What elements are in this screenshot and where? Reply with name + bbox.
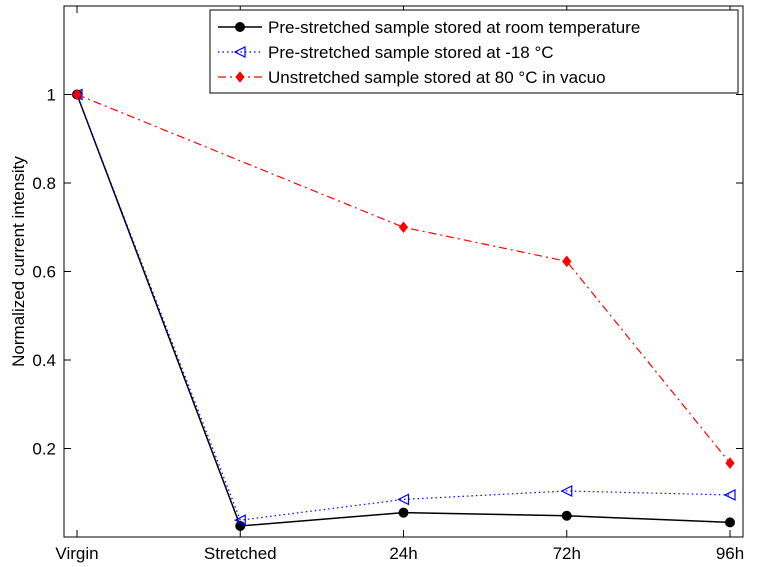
x-tick-label: Stretched — [204, 544, 277, 563]
data-point — [723, 488, 736, 501]
series-3 — [72, 88, 735, 469]
data-point — [725, 517, 735, 528]
data-point — [233, 514, 246, 527]
y-tick-label: 0.2 — [32, 440, 56, 459]
data-point — [561, 510, 572, 521]
legend: Pre-stretched sample stored at room temp… — [209, 9, 739, 94]
data-point — [725, 457, 735, 469]
y-tick-label: 1 — [47, 86, 56, 105]
legend-entry: Pre-stretched sample stored at -18 °C — [218, 43, 554, 62]
legend-marker — [235, 22, 245, 32]
y-axis-title: Normalized current intensity — [9, 156, 28, 367]
data-point — [562, 255, 572, 268]
legend-marker — [233, 46, 246, 58]
data-point — [72, 88, 82, 101]
data-point — [560, 485, 573, 497]
data-point — [398, 221, 409, 234]
x-tick-label: 72h — [553, 544, 581, 563]
data-point — [397, 493, 410, 506]
x-tick-label: Virgin — [55, 544, 98, 563]
ticks-layer: Virgin Stretched 24h 72h 96h 0.2 0.4 0.6 0.8 1 — [32, 6, 744, 563]
x-tick-label: 96h — [716, 544, 744, 563]
legend-box — [209, 9, 739, 94]
legend-entry: Pre-stretched sample stored at room temp… — [218, 18, 640, 37]
legend-label: Unstretched sample stored at 80 °C in va… — [268, 68, 606, 87]
y-axis-title-group: Normalized current intensity — [9, 156, 28, 367]
legend-entry: Unstretched sample stored at 80 °C in va… — [218, 68, 606, 87]
legend-marker — [235, 71, 245, 83]
series-layer — [70, 88, 736, 531]
series-line — [76, 93, 731, 464]
y-tick-label: 0.4 — [32, 351, 56, 370]
legend-label: Pre-stretched sample stored at room temp… — [268, 18, 640, 37]
data-point — [398, 507, 409, 518]
legend-label: Pre-stretched sample stored at -18 °C — [268, 43, 554, 62]
y-tick-label: 0.6 — [32, 263, 56, 282]
y-tick-label: 0.8 — [32, 174, 56, 193]
series-line — [76, 94, 731, 521]
x-tick-label: 24h — [389, 544, 417, 563]
